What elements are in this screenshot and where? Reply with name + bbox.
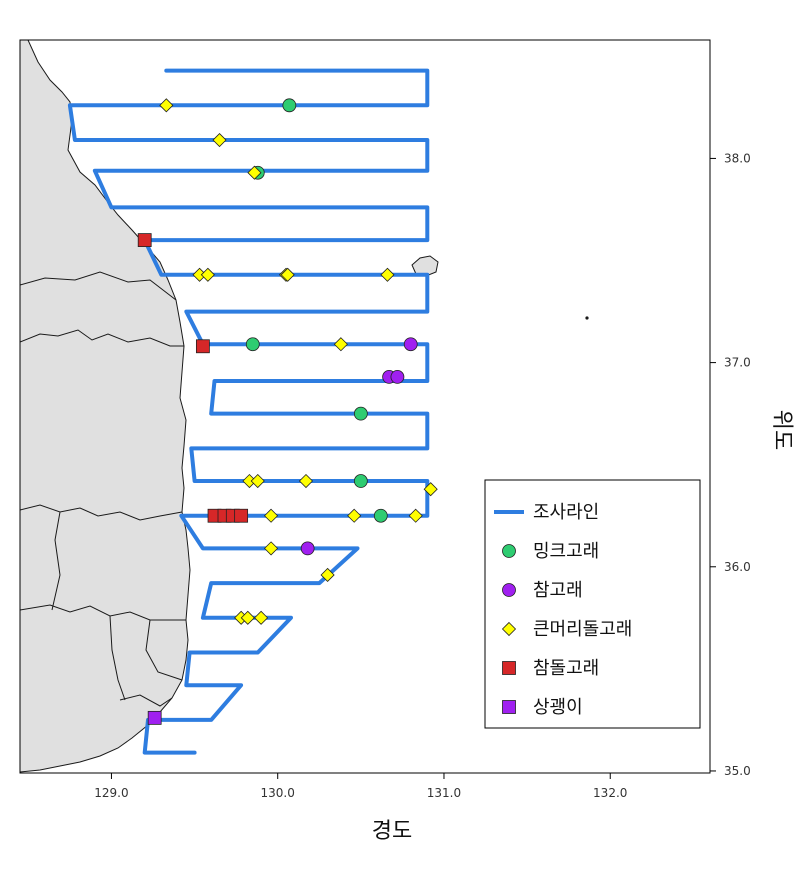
legend-swatch-rissos-dolphin <box>501 621 517 637</box>
fin-whale-marker <box>390 369 405 384</box>
y-tick-label: 36.0 <box>724 560 751 574</box>
rissos-dolphin-marker <box>263 541 279 556</box>
y-tick-label: 37.0 <box>724 356 751 370</box>
y-tick-label: 38.0 <box>724 151 751 165</box>
x-tick-label: 131.0 <box>427 786 461 800</box>
minke-whale-marker <box>353 474 368 488</box>
rissos-dolphin-marker <box>247 165 262 180</box>
legend-label-survey-track: 조사라인 <box>533 502 599 523</box>
survey-track-line <box>67 68 430 755</box>
rissos-dolphin-marker <box>347 508 362 523</box>
legend-box <box>484 479 701 729</box>
legend-swatch-common-dolphin <box>502 661 516 675</box>
y-axis-title: 위도 <box>769 410 794 450</box>
rissos-dolphin-marker <box>200 267 215 282</box>
legend-swatch-fin-whale <box>502 583 516 597</box>
common-dolphin-marker <box>234 508 249 523</box>
rissos-dolphin-marker <box>423 482 438 497</box>
finless-porpoise-marker <box>147 710 162 725</box>
legend-label-fin-whale: 참고래 <box>533 580 583 601</box>
common-dolphin-marker <box>195 339 210 354</box>
legend-label-minke-whale: 밍크고래 <box>533 541 599 562</box>
rissos-dolphin-marker <box>280 267 295 282</box>
province-boundaries <box>20 271 186 707</box>
common-dolphin-marker <box>137 233 152 247</box>
legend-label-rissos-dolphin: 큰머리돌고래 <box>533 619 632 640</box>
dokdo-island <box>585 316 589 320</box>
rissos-dolphin-marker <box>320 567 335 583</box>
legend-label-common-dolphin: 참돌고래 <box>533 658 599 679</box>
korea-landmass <box>20 40 191 773</box>
rissos-dolphin-marker <box>250 473 265 489</box>
rissos-dolphin-marker <box>298 473 314 489</box>
rissos-dolphin-marker <box>159 98 174 113</box>
fin-whale-marker <box>300 541 315 556</box>
x-axis-title: 경도 <box>372 819 412 844</box>
plot-frame <box>19 39 711 774</box>
x-tick-label: 129.0 <box>94 786 128 800</box>
fin-whale-marker <box>403 337 418 352</box>
legend-label-finless-porpoise: 상괭이 <box>533 697 583 718</box>
minke-whale-marker <box>245 337 260 352</box>
rissos-dolphin-marker <box>408 508 423 523</box>
rissos-dolphin-marker <box>333 337 348 352</box>
rissos-dolphin-marker <box>263 508 279 523</box>
rissos-dolphin-marker <box>254 610 269 625</box>
x-tick-label: 130.0 <box>261 786 295 800</box>
legend-swatch-finless-porpoise <box>502 700 516 714</box>
minke-whale-marker <box>353 406 368 421</box>
rissos-dolphin-marker <box>240 610 255 625</box>
minke-whale-marker <box>282 98 297 113</box>
rissos-dolphin-marker <box>212 132 227 148</box>
rissos-dolphin-marker <box>380 267 395 282</box>
minke-whale-marker <box>373 508 388 523</box>
x-tick-label: 132.0 <box>593 786 627 800</box>
y-tick-label: 35.0 <box>724 764 751 778</box>
legend-swatch-minke-whale <box>502 544 516 558</box>
